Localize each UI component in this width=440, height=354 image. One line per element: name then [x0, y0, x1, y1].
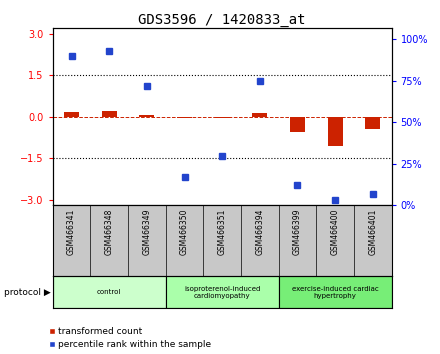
- Bar: [102, 111, 117, 117]
- Bar: [139, 115, 154, 117]
- Bar: [365, 117, 380, 129]
- Text: GSM466349: GSM466349: [143, 209, 151, 255]
- Text: GSM466348: GSM466348: [105, 209, 114, 255]
- Text: control: control: [97, 289, 121, 295]
- Bar: [290, 117, 305, 132]
- Bar: [328, 117, 343, 146]
- Legend: transformed count, percentile rank within the sample: transformed count, percentile rank withi…: [48, 327, 212, 349]
- Bar: [53, 276, 166, 308]
- Bar: [279, 276, 392, 308]
- Bar: [177, 117, 192, 119]
- Text: GSM466341: GSM466341: [67, 209, 76, 255]
- Text: exercise-induced cardiac
hypertrophy: exercise-induced cardiac hypertrophy: [292, 286, 378, 298]
- Text: GSM466351: GSM466351: [218, 209, 227, 255]
- Text: isoproterenol-induced
cardiomyopathy: isoproterenol-induced cardiomyopathy: [184, 286, 260, 298]
- Title: GDS3596 / 1420833_at: GDS3596 / 1420833_at: [139, 13, 306, 27]
- Bar: [64, 112, 79, 117]
- Text: protocol ▶: protocol ▶: [4, 287, 51, 297]
- Text: GSM466401: GSM466401: [368, 209, 377, 255]
- Bar: [215, 117, 230, 118]
- Text: GSM466400: GSM466400: [330, 209, 340, 255]
- Text: GSM466399: GSM466399: [293, 209, 302, 255]
- Text: GSM466350: GSM466350: [180, 209, 189, 255]
- Bar: [252, 113, 268, 117]
- Text: GSM466394: GSM466394: [255, 209, 264, 255]
- Bar: [166, 276, 279, 308]
